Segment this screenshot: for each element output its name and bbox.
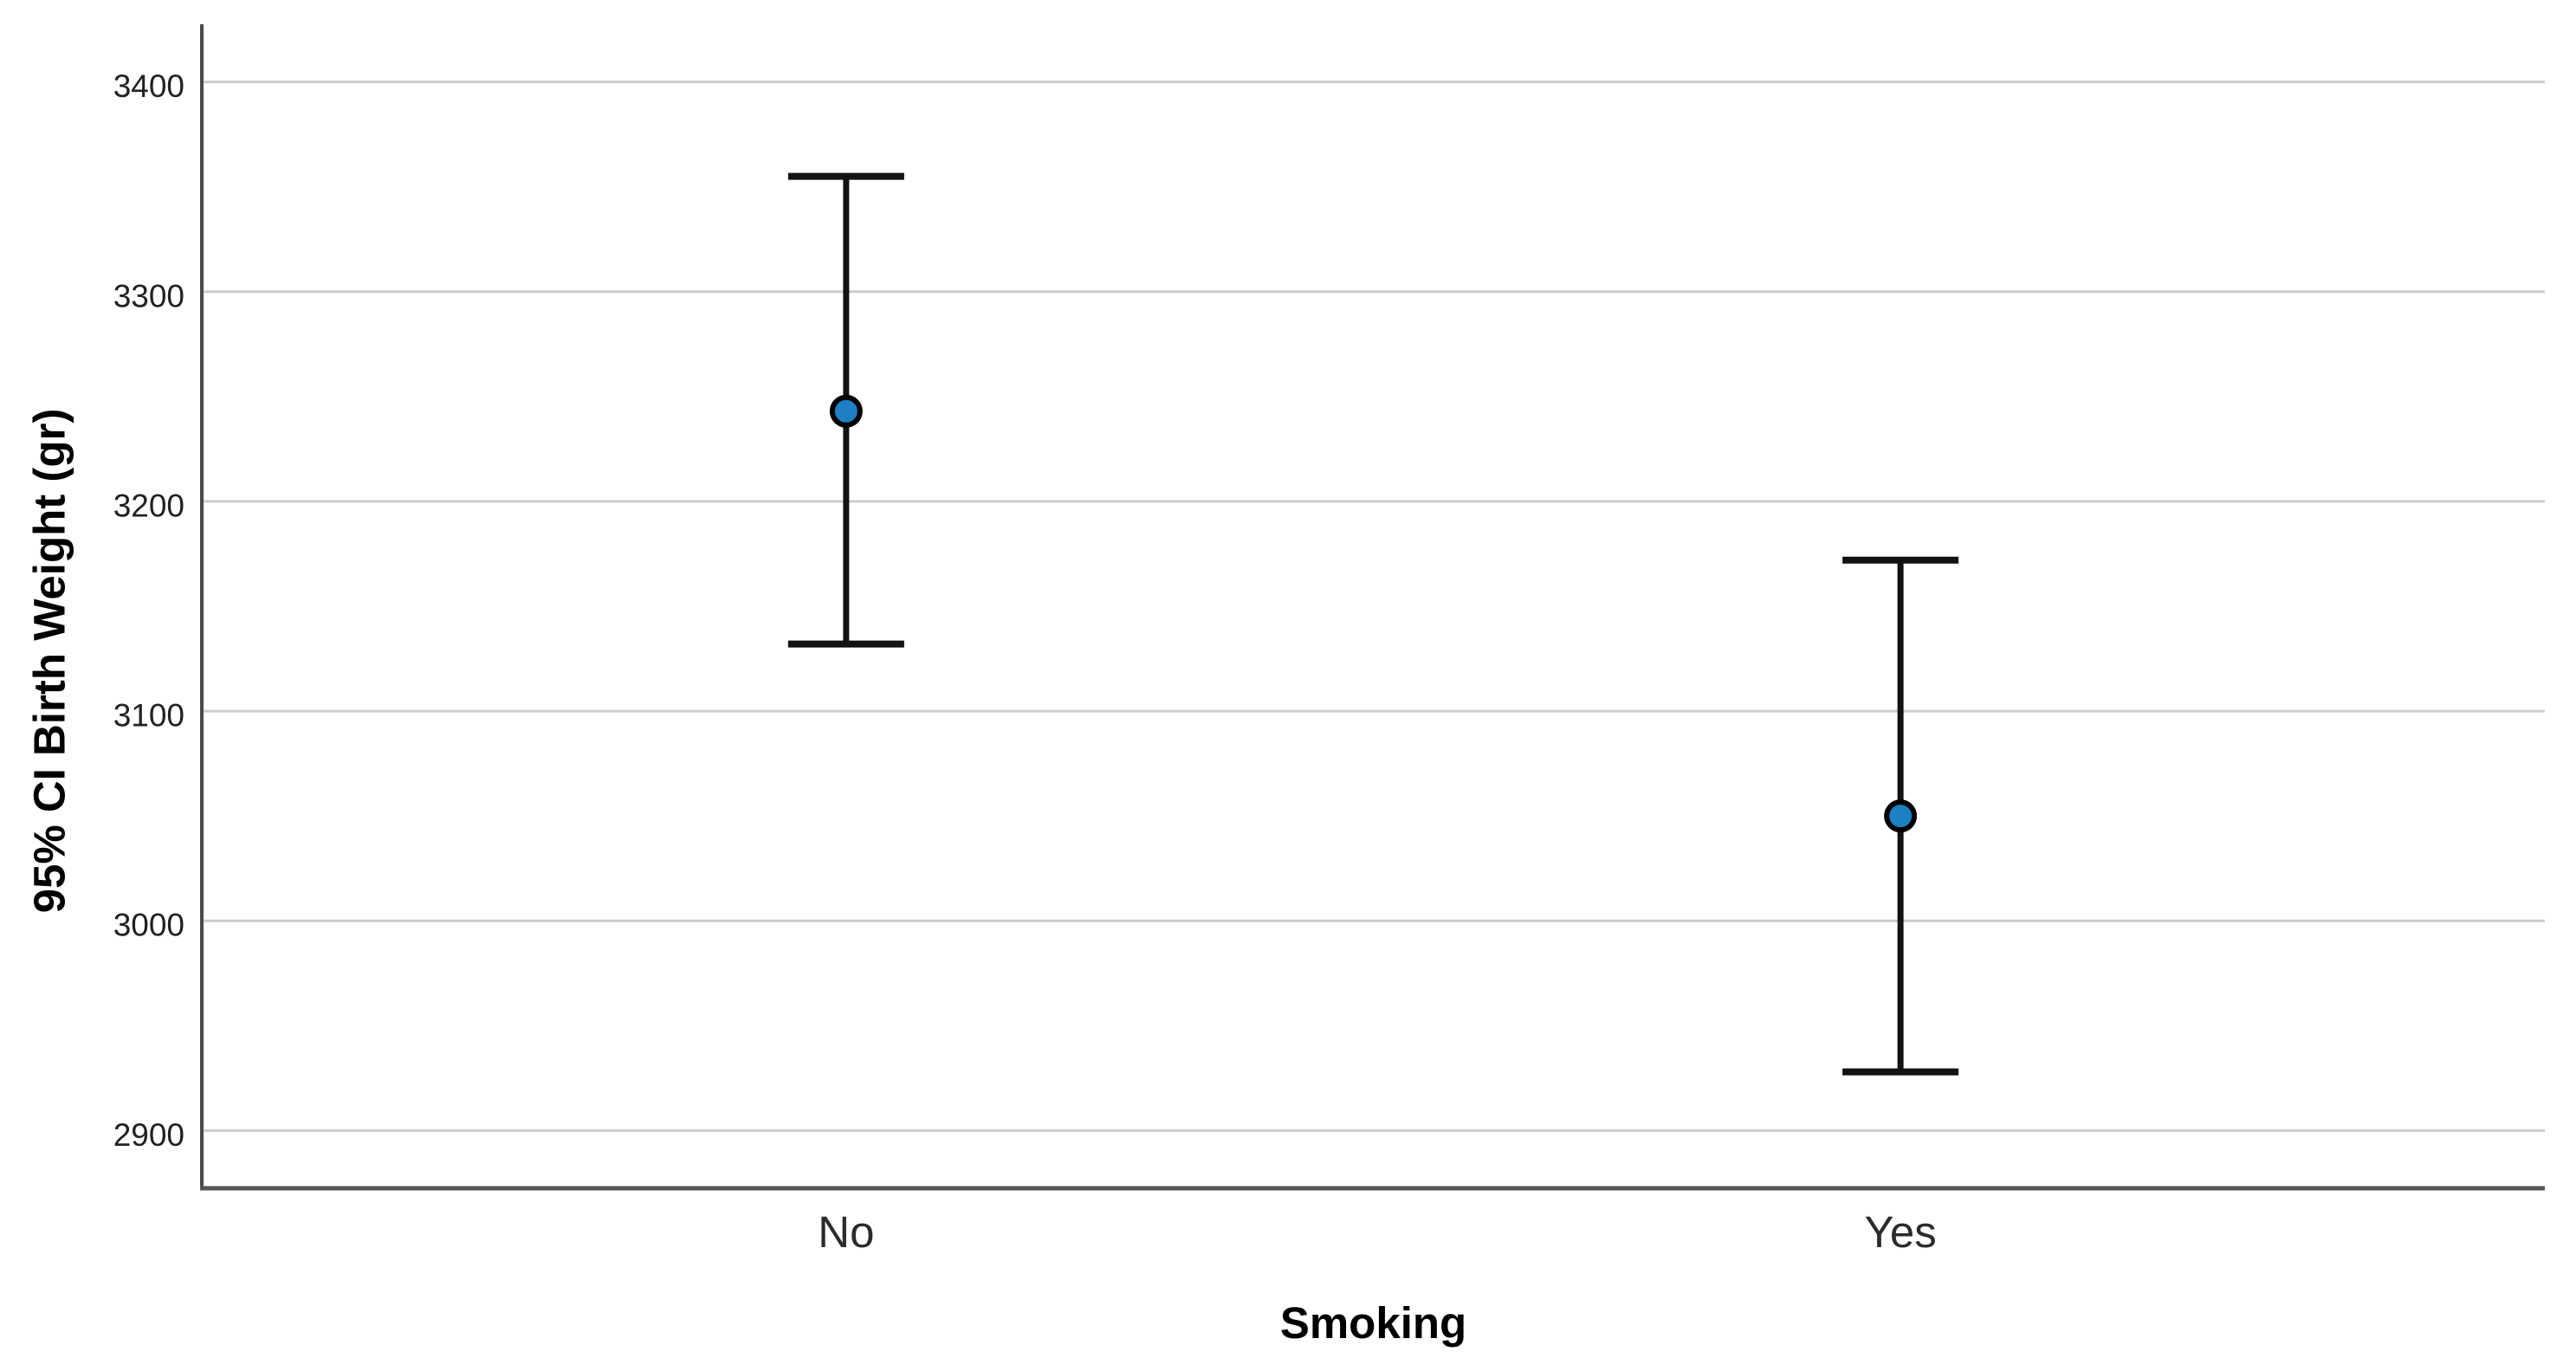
x-axis-title: Smoking [1279, 1298, 1467, 1348]
mean-marker [829, 394, 863, 428]
category-label: Yes [1865, 1207, 1937, 1257]
y-tick-label: 3300 [113, 278, 184, 314]
y-axis-title: 95% CI Birth Weight (gr) [24, 408, 74, 914]
y-tick-label: 3400 [113, 68, 184, 104]
y-tick-label: 3200 [113, 488, 184, 523]
category-label: No [818, 1207, 874, 1257]
mean-marker [1884, 799, 1918, 833]
y-tick-label: 3100 [113, 698, 184, 734]
y-tick-label: 3000 [113, 908, 184, 943]
y-tick-label: 2900 [113, 1117, 184, 1153]
